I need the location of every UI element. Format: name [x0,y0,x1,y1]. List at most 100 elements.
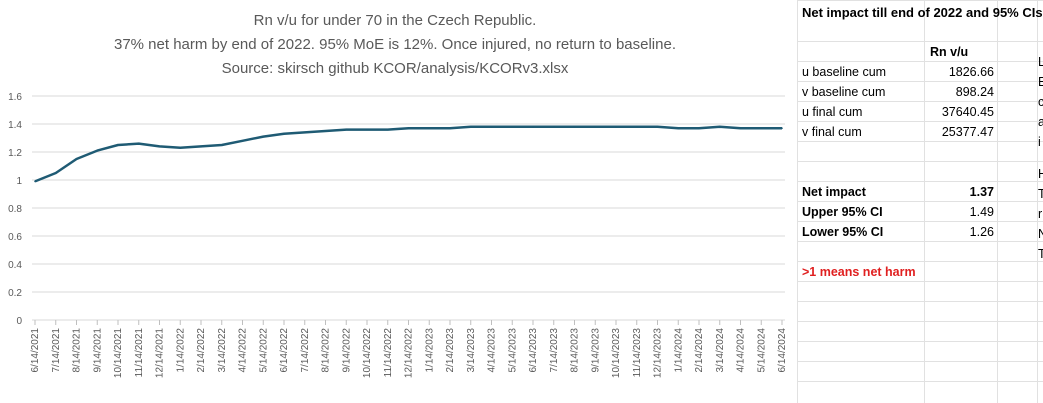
data-point [594,126,597,128]
x-tick-label: 4/14/2024 [736,328,747,373]
data-point [34,180,36,183]
x-tick-label: 12/14/2022 [404,328,415,378]
x-tick-label: 7/14/2021 [51,328,62,373]
data-point [137,142,140,145]
stat-value: 1.26 [969,225,994,239]
data-point [366,128,368,131]
y-tick-label: 1.4 [8,120,22,131]
chart-title-line-1: Rn v/u for under 70 in the Czech Republi… [253,12,537,29]
data-point [490,126,493,128]
x-tick-label: 8/14/2021 [72,328,83,373]
data-point [573,126,576,128]
y-tick-label: 0.8 [8,204,22,215]
data-point [760,127,763,129]
data-point [200,145,202,148]
sheet-header: Net impact till end of 2022 and 95% CIs [802,5,1043,20]
x-tick-label: 9/14/2023 [590,328,601,373]
x-tick-label: 3/14/2023 [466,328,477,373]
overflow-letter: L [1038,55,1043,69]
row-value: 37640.45 [941,105,994,119]
x-tick-label: 8/14/2023 [570,328,581,373]
data-point [469,126,472,128]
row-label: v final cum [802,125,862,139]
data-point [739,127,742,129]
x-tick-label: 9/14/2022 [341,328,352,373]
x-tick-label: 7/14/2023 [549,328,560,373]
row-label: u final cum [802,105,863,119]
data-point [718,126,721,128]
chart-title-line-2: 37% net harm by end of 2022. 95% MoE is … [113,36,676,53]
data-point [781,127,783,129]
y-tick-label: 0 [16,316,22,327]
x-tick-label: 3/14/2022 [217,328,228,373]
data-point [656,126,659,128]
x-tick-label: 1/14/2022 [175,328,186,373]
harm-note: >1 means net harm [802,265,916,279]
x-tick-label: 12/14/2021 [155,328,166,378]
overflow-letter: r [1038,207,1043,221]
data-point [449,127,451,129]
overflow-letter: i [1038,135,1041,149]
data-point [117,144,119,146]
row-label: u baseline cum [802,65,887,79]
x-tick-label: 4/14/2023 [487,328,498,373]
x-tick-label: 10/14/2023 [611,328,622,378]
overflow-letter: N [1038,227,1043,241]
x-tick-label: 6/14/2022 [279,328,290,373]
data-point [698,127,700,129]
data-point [54,172,57,174]
line-chart: 0 0.2 0.4 0.6 0.8 1 1.2 1.4 1.6 6/14/2021 7/14/202… [8,92,788,378]
x-tick-label: 6/14/2023 [528,328,539,373]
data-point [345,128,348,131]
chart-panel: Rn v/u for under 70 in the Czech Republi… [8,12,788,379]
stat-label: Upper 95% CI [802,205,883,219]
data-point [386,128,389,131]
data-point [532,126,534,128]
data-point [179,147,182,149]
stat-value: 1.37 [969,185,994,199]
data-point [511,126,514,128]
x-tick-label: 2/14/2022 [196,328,207,373]
x-tick-label: 11/14/2021 [134,328,145,378]
x-tick-label: 2/14/2024 [694,328,705,373]
data-point [552,126,555,128]
overflow-letter: E [1038,75,1043,89]
overflow-letter: a [1038,115,1043,129]
chart-title-line-3: Source: skirsch github KCOR/analysis/KCO… [221,60,569,77]
y-tick-label: 1 [16,176,22,187]
x-tick-label: 6/14/2021 [30,328,41,373]
row-value: 25377.47 [941,125,994,139]
stat-label: Net impact [802,185,866,199]
x-tick-label: 2/14/2023 [445,328,456,373]
stat-label: Lower 95% CI [802,225,884,239]
y-tick-label: 1.2 [8,148,22,159]
data-point [75,158,78,160]
row-value: 1826.66 [948,65,994,79]
x-tick-label: 1/14/2024 [673,328,684,373]
x-tick-label: 11/14/2022 [383,328,394,378]
x-tick-label: 4/14/2022 [238,328,249,373]
x-tick-label: 7/14/2022 [300,328,311,373]
overflow-letter: H [1038,167,1043,181]
x-tick-label: 5/14/2024 [756,328,767,373]
data-point [220,144,223,146]
data-point [677,127,680,129]
x-tick-label: 3/14/2024 [715,328,726,373]
data-point [158,145,161,148]
x-tick-label: 5/14/2023 [507,328,518,373]
x-tick-label: 10/14/2021 [113,328,124,378]
x-tick-label: 9/14/2021 [92,328,103,373]
data-point [96,149,99,152]
y-tick-label: 0.6 [8,232,22,243]
data-point [324,130,327,132]
row-label: v baseline cum [802,85,886,99]
data-point [241,140,244,142]
x-tick-label: 6/14/2024 [777,328,788,373]
x-tick-label: 11/14/2023 [632,328,643,378]
sheet-column-header: Rn v/u [930,45,969,59]
overflow-letter: T [1038,247,1043,261]
y-tick-label: 0.4 [8,260,22,271]
data-point [262,135,265,138]
x-tick-label: 12/14/2023 [653,328,664,378]
x-tick-label: 5/14/2022 [258,328,269,373]
